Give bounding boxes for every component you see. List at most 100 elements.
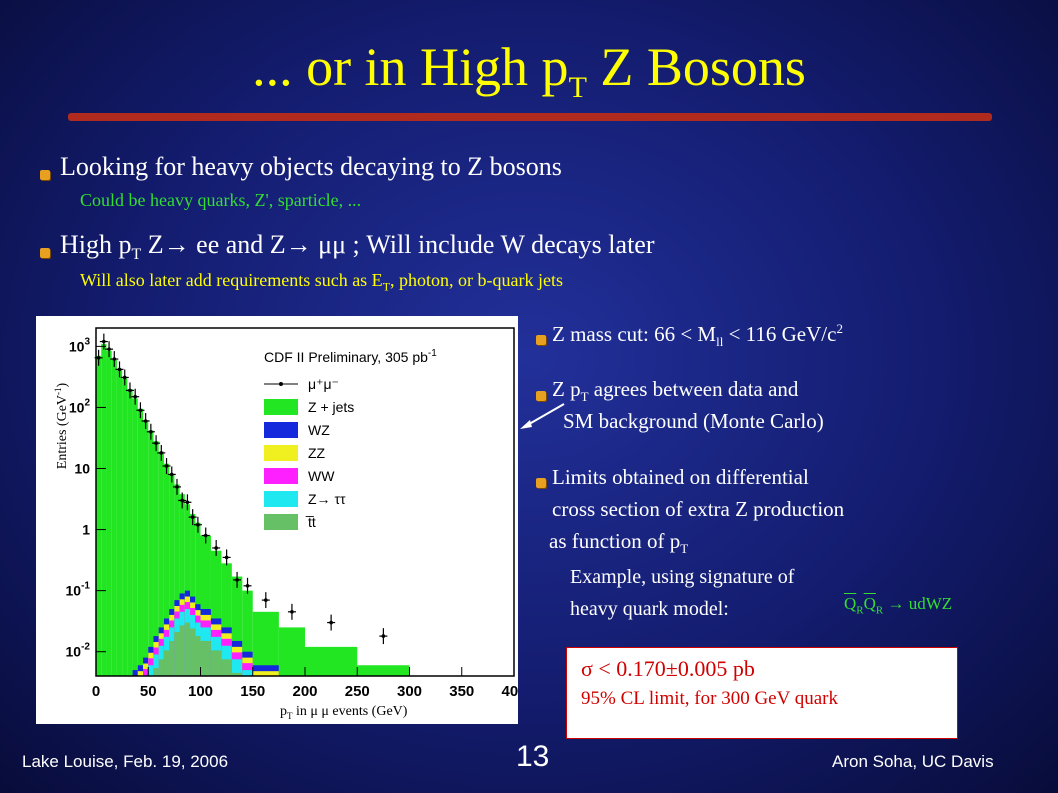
- ttbar-bar: [169, 640, 175, 676]
- data-point: [159, 451, 164, 455]
- data-point: [329, 620, 333, 625]
- data-point: [235, 578, 239, 582]
- y-tick-label: 102: [69, 397, 91, 415]
- data-point: [224, 555, 229, 560]
- cross-section-limit: σ < 0.170±0.005 pb: [581, 656, 755, 681]
- ttbar-bar: [190, 628, 196, 676]
- z-pt-agreement: Z pT agrees between data and: [552, 377, 799, 405]
- z-jets-bar: [101, 343, 107, 676]
- data-point: [175, 485, 179, 489]
- zz-bar: [137, 671, 144, 676]
- legend-swatch: [264, 445, 298, 461]
- pointer-arrow-icon: [520, 403, 565, 429]
- z-jets-bar: [111, 359, 117, 676]
- z-jets-bar: [210, 550, 222, 676]
- z-jets-bar: [116, 368, 123, 676]
- data-point: [143, 419, 148, 423]
- ztautau-bar: [153, 654, 159, 676]
- data-point: [138, 408, 143, 413]
- legend-label: t̅t: [305, 514, 316, 530]
- limits-line2: cross section of extra Z production: [552, 497, 845, 521]
- x-tick-label: 50: [140, 683, 157, 700]
- bullet-heavy-objects: Looking for heavy objects decaying to Z …: [60, 152, 562, 181]
- data-point: [196, 522, 200, 527]
- y-tick-label: 10-1: [66, 581, 91, 599]
- legend-swatch: [264, 514, 298, 530]
- z-jets-bar: [278, 627, 305, 676]
- page-number: 13: [516, 740, 550, 773]
- pt-distribution-plot: 05010015020025030035040010310210110-110-…: [36, 316, 518, 724]
- data-point: [102, 339, 106, 344]
- data-point: [112, 357, 117, 361]
- legend-label: Z→ ττ: [308, 491, 346, 507]
- data-point: [107, 347, 111, 351]
- ttbar-bar: [153, 668, 159, 676]
- decay-formula: QRQR → udWZ: [844, 594, 953, 617]
- ztautau-bar: [231, 659, 243, 676]
- z-jets-bar: [122, 378, 128, 676]
- x-axis-label: pT in μ μ events (GeV): [280, 704, 408, 721]
- z-jets-bar: [169, 474, 175, 676]
- cl-limit-note: 95% CL limit, for 300 GeV quark: [581, 688, 838, 709]
- ttbar-bar: [179, 625, 185, 676]
- ztautau-bar: [242, 670, 253, 676]
- z-jets-bar: [200, 535, 211, 676]
- bullet-high-pt: High pT Z→ ee and Z→ μμ ; Will include W…: [60, 230, 655, 264]
- data-point: [203, 533, 208, 538]
- z-jets-bar: [158, 451, 164, 676]
- wz-bar: [137, 665, 144, 676]
- data-point: [154, 441, 158, 445]
- legend-label: WZ: [308, 422, 330, 438]
- z-jets-bar: [106, 350, 112, 676]
- footer-author: Aron Soha, UC Davis: [832, 752, 994, 771]
- bullet-icon: [536, 391, 546, 401]
- data-point: [290, 610, 294, 614]
- data-point: [245, 584, 250, 588]
- legend-swatch: [264, 422, 298, 438]
- limits-line3: as function of pT: [549, 529, 689, 557]
- z-pt-agreement-line2: SM background (Monte Carlo): [563, 409, 824, 433]
- legend-label-data: μ⁺μ⁻: [308, 376, 339, 392]
- chart-svg: 05010015020025030035040010310210110-110-…: [53, 327, 518, 721]
- z-jets-bar: [221, 563, 232, 676]
- y-axis-label: Entries (GeV-1): [53, 382, 70, 469]
- zz-bar: [252, 671, 279, 676]
- z-jets-bar: [184, 504, 191, 676]
- legend-data-dot: [279, 382, 283, 386]
- x-tick-label: 350: [449, 683, 474, 700]
- z-jets-bar: [357, 665, 410, 676]
- ttbar-bar: [184, 622, 191, 676]
- legend-label: WW: [308, 468, 335, 484]
- legend-label: Z + jets: [308, 399, 354, 415]
- z-jets-bar: [127, 389, 133, 676]
- footer-venue: Lake Louise, Feb. 19, 2006: [22, 752, 229, 771]
- z-jets-bar: [96, 355, 102, 676]
- z-jets-bar: [305, 646, 358, 676]
- x-tick-label: 250: [345, 683, 370, 700]
- z-jets-bar: [143, 420, 149, 676]
- z-jets-bar: [179, 494, 185, 676]
- z-jets-bar: [195, 522, 201, 676]
- y-tick-label: 1: [82, 522, 90, 538]
- data-point: [185, 500, 190, 505]
- x-tick-label: 150: [240, 683, 265, 700]
- data-point: [133, 394, 137, 399]
- slide-title: ... or in High pT Z Bosons: [252, 37, 806, 104]
- bullet-heavy-objects-note: Could be heavy quarks, Z', sparticle, ..…: [80, 190, 362, 210]
- z-jets-bar: [132, 398, 138, 676]
- x-tick-label: 200: [292, 683, 317, 700]
- legend-swatch: [264, 399, 298, 415]
- data-point: [122, 375, 127, 380]
- x-tick-label: 0: [92, 683, 100, 700]
- data-point: [214, 546, 218, 550]
- ttbar-bar: [163, 650, 170, 676]
- y-tick-label: 10: [74, 461, 90, 477]
- title-divider: [68, 113, 992, 121]
- wz-bar: [252, 665, 279, 676]
- bullet-high-pt-note: Will also later add requirements such as…: [80, 270, 563, 294]
- limits-line1: Limits obtained on differential: [552, 465, 809, 489]
- z-jets-bar: [242, 590, 253, 676]
- ttbar-bar: [158, 659, 164, 676]
- ttbar-bar: [210, 650, 222, 676]
- data-point: [96, 356, 101, 360]
